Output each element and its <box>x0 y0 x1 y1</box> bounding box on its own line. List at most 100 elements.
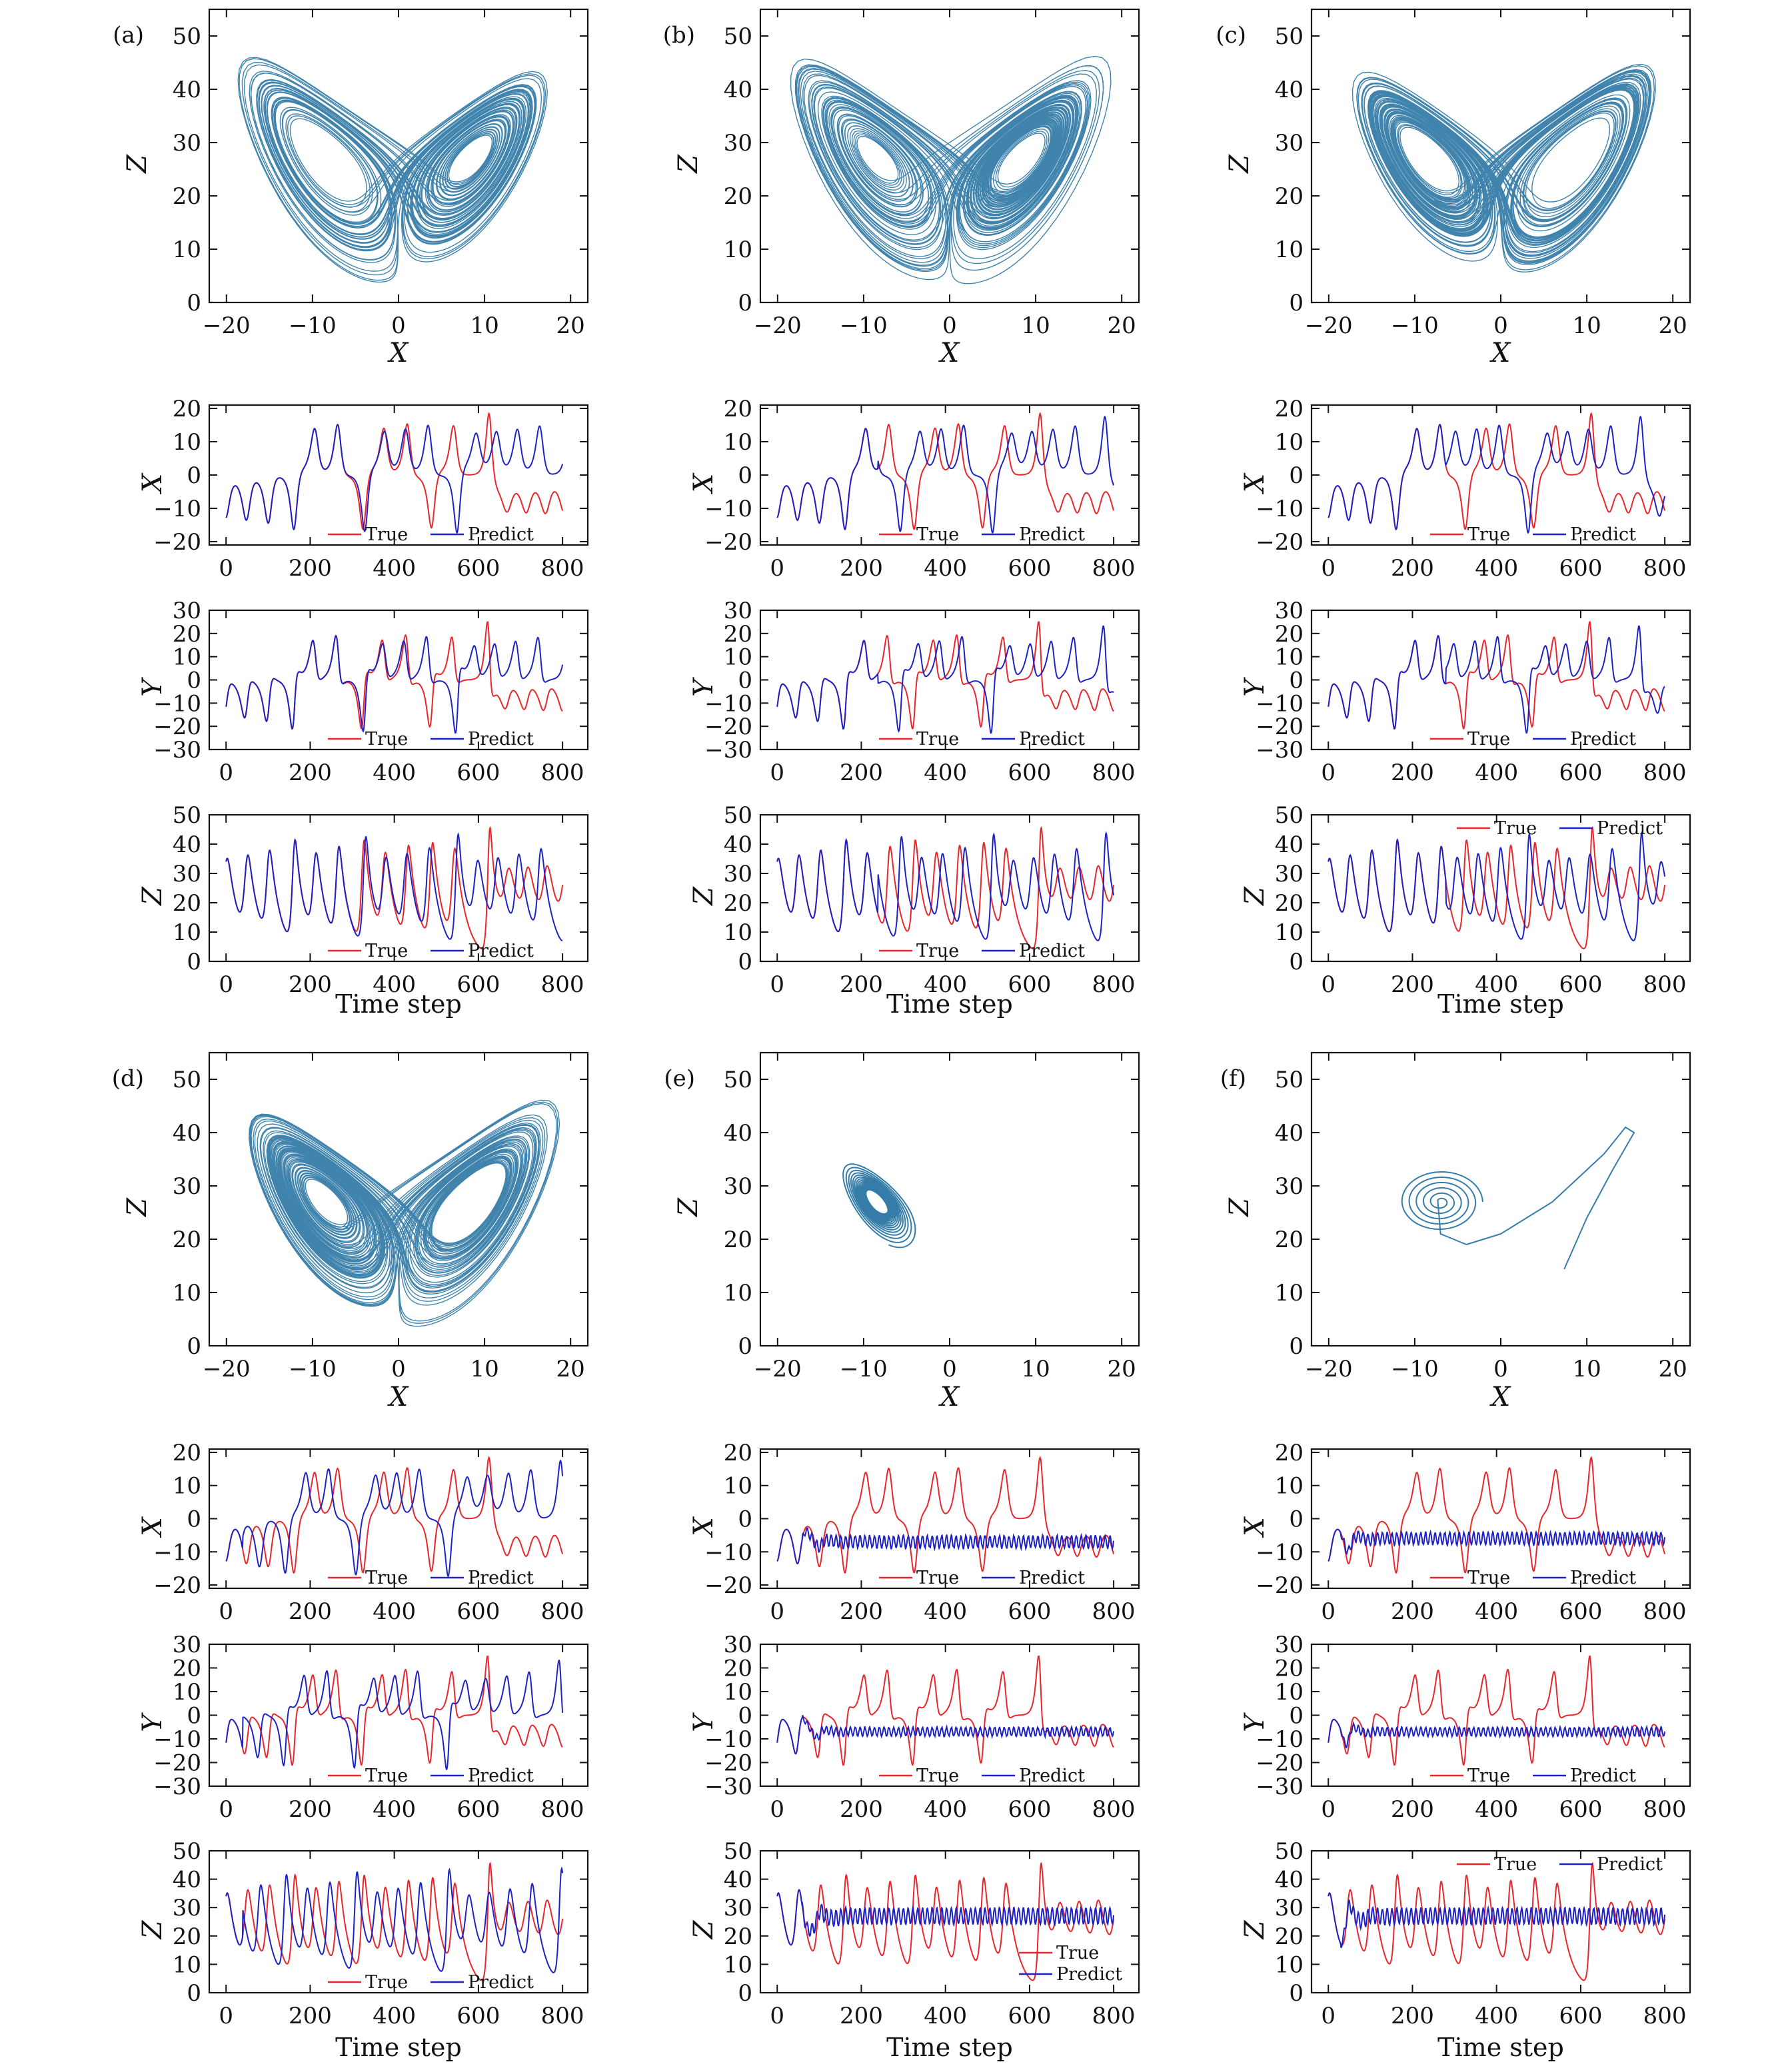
x-tick-label: 400 <box>924 555 967 582</box>
x-tick-label: 20 <box>556 312 585 339</box>
ts-a-y-legend: True Predict <box>328 729 534 750</box>
x-tick-label: 0 <box>770 971 784 998</box>
y-tick-label: 0 <box>738 290 752 316</box>
y-tick-label: 0 <box>187 668 201 694</box>
ts-f-y-ylabel: Y <box>1240 1712 1270 1732</box>
x-tick-label: 400 <box>924 760 967 786</box>
legend-predict-label: Predict <box>468 1568 534 1588</box>
x-tick-label: 0 <box>219 1598 233 1625</box>
attractor-e-panel-label: (e) <box>664 1065 695 1092</box>
x-tick-label: −10 <box>1391 312 1439 339</box>
ts-f-z-xlabel: Time step <box>1437 2033 1564 2062</box>
x-tick-label: 200 <box>289 760 332 786</box>
ts-b-z-series-true <box>776 826 1115 949</box>
y-tick-label: 0 <box>187 462 201 489</box>
attractor-b-xlabel: X <box>938 338 960 368</box>
x-tick-label: 400 <box>1475 555 1518 582</box>
y-tick-label: 0 <box>738 1980 752 2007</box>
x-tick-label: −10 <box>1391 1356 1439 1382</box>
y-tick-label: −20 <box>153 1750 201 1777</box>
ts-f-z-series-predict <box>1328 1892 1666 1949</box>
x-tick-label: 0 <box>770 555 784 582</box>
ts-f-x-legend: True Predict <box>1430 1568 1636 1588</box>
ts-e-y-series-true <box>776 1655 1114 1766</box>
y-tick-label: −30 <box>1256 737 1304 764</box>
x-tick-label: 400 <box>924 971 967 998</box>
ts-f-x-ticks: 0 200 400 600 800 −20 −10 0 10 20 <box>1256 1440 1690 1625</box>
ts-d-z-legend: True Predict <box>328 1972 534 1993</box>
legend-true-label: True <box>916 729 959 750</box>
y-tick-label: 0 <box>1289 1980 1304 2007</box>
ts-c-y-ylabel: Y <box>1240 677 1270 697</box>
x-tick-label: 600 <box>456 971 500 998</box>
x-tick-label: 20 <box>1108 312 1136 339</box>
x-tick-label: 200 <box>1391 555 1434 582</box>
y-tick-label: 10 <box>173 1280 201 1306</box>
y-tick-label: −10 <box>153 1539 201 1566</box>
x-tick-label: 600 <box>456 1796 500 1823</box>
x-tick-label: 600 <box>456 1598 500 1625</box>
ts-a-z-xlabel: Time step <box>335 989 462 1019</box>
y-tick-label: 40 <box>724 77 752 103</box>
attractor-b-ticks: −20 −10 0 10 20 0 10 20 30 40 50 <box>724 9 1139 339</box>
y-tick-label: −20 <box>1256 1572 1304 1599</box>
ts-f-x-ylabel: X <box>1240 1516 1270 1538</box>
ts-e-z-series-predict <box>776 1889 1115 1946</box>
legend-predict-label: Predict <box>1570 729 1636 750</box>
legend-predict-label: Predict <box>1570 524 1636 545</box>
y-tick-label: 30 <box>1275 861 1304 887</box>
legend-true-label: True <box>916 1568 959 1588</box>
y-tick-label: 10 <box>173 644 201 671</box>
ts-e-x-ylabel: X <box>688 1516 719 1538</box>
x-tick-label: 0 <box>1493 312 1508 339</box>
x-tick-label: 400 <box>373 2003 416 2029</box>
legend-true-label: True <box>1494 818 1537 839</box>
x-tick-label: 600 <box>1559 1796 1602 1823</box>
attractor-a-panel-label: (a) <box>113 22 144 49</box>
x-tick-label: 600 <box>1008 760 1051 786</box>
y-tick-label: 50 <box>724 802 752 829</box>
x-tick-label: −20 <box>754 312 802 339</box>
x-tick-label: 400 <box>373 1796 416 1823</box>
y-tick-label: 10 <box>173 1951 201 1978</box>
legend-true-label: True <box>916 941 959 961</box>
x-tick-label: 200 <box>1391 2003 1434 2029</box>
ts-b-x-series-true <box>776 412 1115 531</box>
y-tick-label: 0 <box>187 1333 201 1360</box>
x-tick-label: 200 <box>840 1598 883 1625</box>
ts-e-x-legend: True Predict <box>879 1568 1085 1588</box>
y-tick-label: −20 <box>704 1750 752 1777</box>
legend-predict-label: Predict <box>468 941 534 961</box>
x-tick-label: −20 <box>754 1356 802 1382</box>
ts-e-z-ylabel: Z <box>688 1919 719 1940</box>
y-tick-label: −10 <box>1256 496 1304 522</box>
x-tick-label: 400 <box>373 1598 416 1625</box>
x-tick-label: −10 <box>289 312 337 339</box>
x-tick-label: 600 <box>1008 1598 1051 1625</box>
ts-d-z-series-predict <box>225 1866 564 1973</box>
ts-c-z-series-true <box>1328 826 1666 949</box>
ts-c-x-ylabel: X <box>1240 472 1270 494</box>
ts-f-z-frame <box>1310 1849 1691 1994</box>
ts-e-y-ylabel: Y <box>688 1712 719 1732</box>
x-tick-label: 800 <box>1092 1796 1136 1823</box>
x-tick-label: 200 <box>1391 1796 1434 1823</box>
ts-c-x-ticks: 0 200 400 600 800 −20 −10 0 10 20 <box>1256 396 1690 582</box>
y-tick-label: 20 <box>724 183 752 210</box>
ts-c-y-series-predict <box>1328 625 1665 734</box>
attractor-c-ylabel: Z <box>1224 154 1255 175</box>
attractor-f-panel-label: (f) <box>1220 1065 1246 1092</box>
y-tick-label: −20 <box>1256 529 1304 556</box>
y-tick-label: 30 <box>724 130 752 157</box>
y-tick-label: 20 <box>724 1227 752 1253</box>
y-tick-label: 0 <box>1289 1703 1304 1730</box>
y-tick-label: 50 <box>173 1838 201 1865</box>
y-tick-label: 50 <box>173 23 201 50</box>
x-tick-label: 400 <box>373 555 416 582</box>
x-tick-label: 20 <box>1659 312 1687 339</box>
y-tick-label: 30 <box>1275 130 1304 157</box>
y-tick-label: 20 <box>1275 1440 1304 1466</box>
y-tick-label: 10 <box>724 1951 752 1978</box>
y-tick-label: 10 <box>173 1473 201 1500</box>
